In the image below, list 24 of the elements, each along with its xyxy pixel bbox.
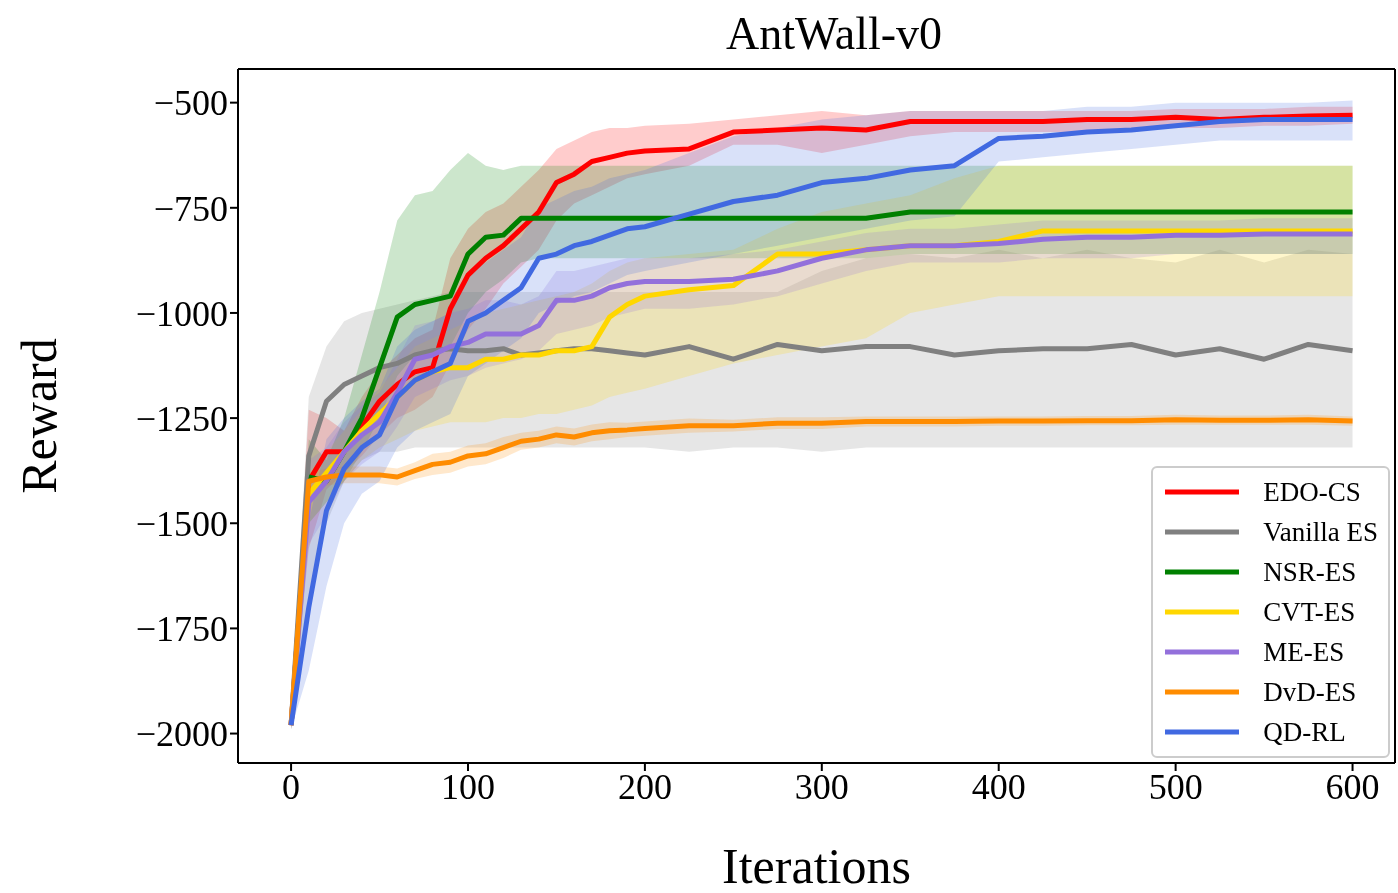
legend-label: NSR-ES [1263, 556, 1357, 588]
y-axis-title: Reward [10, 338, 67, 494]
x-axis-title: Iterations [722, 838, 911, 893]
legend-label: EDO-CS [1263, 476, 1361, 508]
chart-title: AntWall-v0 [725, 8, 943, 60]
x-tick-label: 400 [971, 766, 1026, 807]
legend-label: QD-RL [1263, 716, 1346, 748]
y-tick-label: −500 [153, 83, 228, 124]
x-tick-label: 200 [617, 766, 672, 807]
y-tick-label: −2000 [135, 714, 228, 755]
x-tick-label: 600 [1325, 766, 1380, 807]
legend-label: DvD-ES [1263, 676, 1357, 708]
y-tick-label: −1500 [135, 504, 228, 545]
x-tick-label: 500 [1148, 766, 1203, 807]
legend-label: CVT-ES [1263, 596, 1356, 628]
y-tick-label: −1750 [135, 609, 228, 650]
y-tick-label: −750 [153, 188, 228, 229]
y-tick-label: −1250 [135, 398, 228, 439]
legend-label: Vanilla ES [1263, 516, 1378, 548]
x-tick-label: 100 [440, 766, 495, 807]
legend-label: ME-ES [1263, 636, 1345, 668]
y-tick-label: −1000 [135, 293, 228, 334]
x-tick-label: 0 [282, 766, 301, 807]
x-tick-label: 300 [794, 766, 849, 807]
